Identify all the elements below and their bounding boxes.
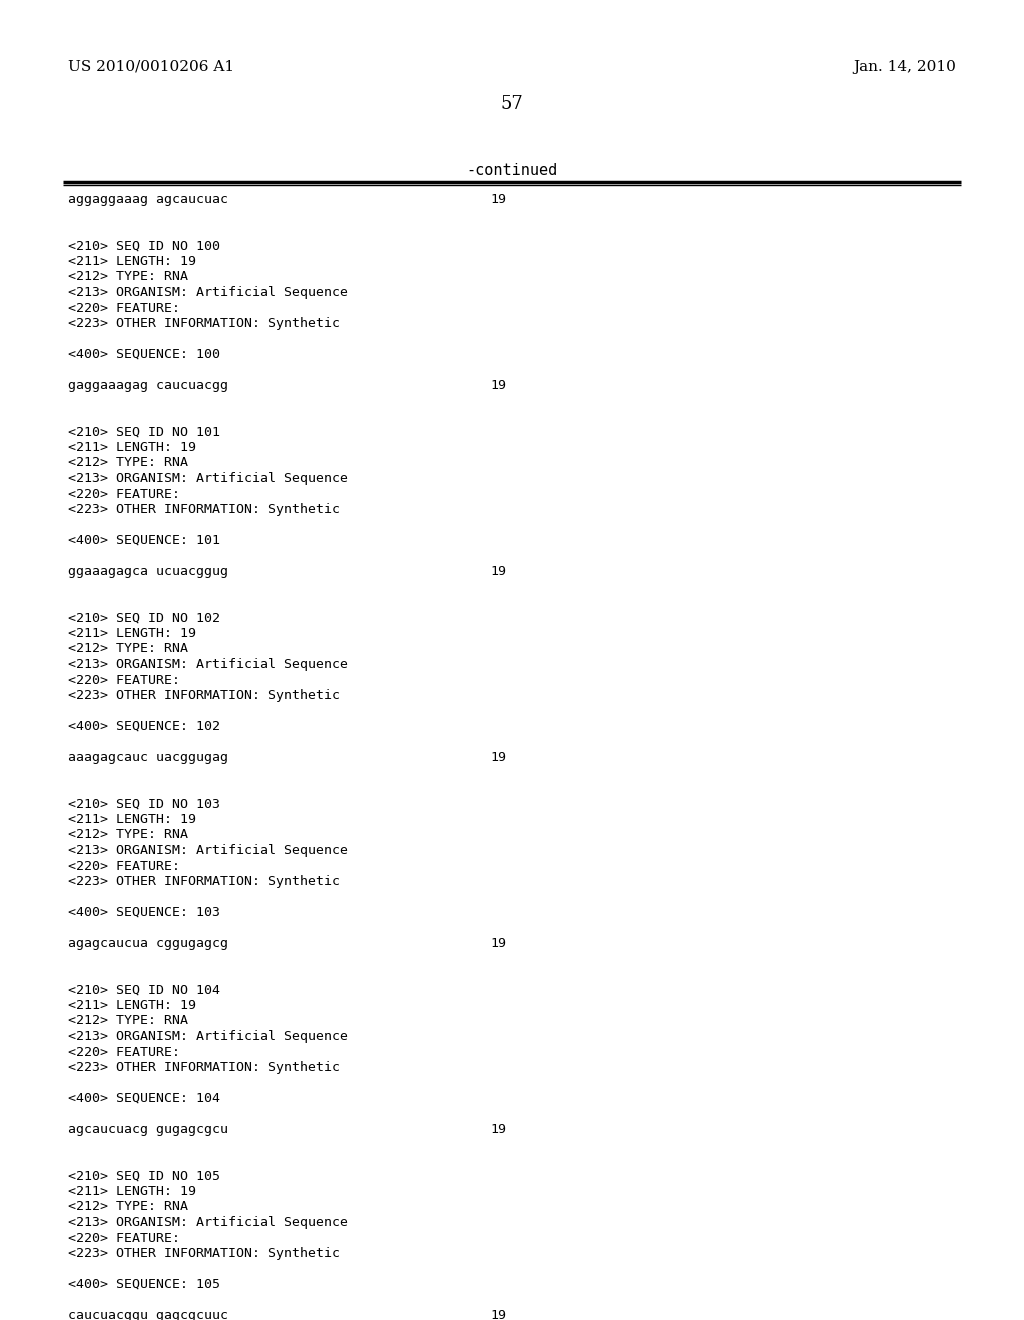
Text: <400> SEQUENCE: 103: <400> SEQUENCE: 103	[68, 906, 220, 919]
Text: 19: 19	[490, 193, 506, 206]
Text: <210> SEQ ID NO 101: <210> SEQ ID NO 101	[68, 425, 220, 438]
Text: <212> TYPE: RNA: <212> TYPE: RNA	[68, 829, 188, 842]
Text: <212> TYPE: RNA: <212> TYPE: RNA	[68, 457, 188, 470]
Text: <220> FEATURE:: <220> FEATURE:	[68, 673, 180, 686]
Text: <212> TYPE: RNA: <212> TYPE: RNA	[68, 643, 188, 656]
Text: <211> LENGTH: 19: <211> LENGTH: 19	[68, 441, 196, 454]
Text: <223> OTHER INFORMATION: Synthetic: <223> OTHER INFORMATION: Synthetic	[68, 689, 340, 702]
Text: <220> FEATURE:: <220> FEATURE:	[68, 1045, 180, 1059]
Text: <211> LENGTH: 19: <211> LENGTH: 19	[68, 627, 196, 640]
Text: <212> TYPE: RNA: <212> TYPE: RNA	[68, 1200, 188, 1213]
Text: <211> LENGTH: 19: <211> LENGTH: 19	[68, 1185, 196, 1199]
Text: 19: 19	[490, 1123, 506, 1137]
Text: <210> SEQ ID NO 100: <210> SEQ ID NO 100	[68, 239, 220, 252]
Text: aggaggaaag agcaucuac: aggaggaaag agcaucuac	[68, 193, 228, 206]
Text: <400> SEQUENCE: 100: <400> SEQUENCE: 100	[68, 348, 220, 360]
Text: <400> SEQUENCE: 105: <400> SEQUENCE: 105	[68, 1278, 220, 1291]
Text: <210> SEQ ID NO 102: <210> SEQ ID NO 102	[68, 611, 220, 624]
Text: <220> FEATURE:: <220> FEATURE:	[68, 487, 180, 500]
Text: <400> SEQUENCE: 102: <400> SEQUENCE: 102	[68, 719, 220, 733]
Text: agcaucuacg gugagcgcu: agcaucuacg gugagcgcu	[68, 1123, 228, 1137]
Text: <220> FEATURE:: <220> FEATURE:	[68, 301, 180, 314]
Text: <211> LENGTH: 19: <211> LENGTH: 19	[68, 999, 196, 1012]
Text: <211> LENGTH: 19: <211> LENGTH: 19	[68, 255, 196, 268]
Text: <223> OTHER INFORMATION: Synthetic: <223> OTHER INFORMATION: Synthetic	[68, 875, 340, 888]
Text: 57: 57	[501, 95, 523, 114]
Text: <223> OTHER INFORMATION: Synthetic: <223> OTHER INFORMATION: Synthetic	[68, 317, 340, 330]
Text: 19: 19	[490, 937, 506, 950]
Text: <213> ORGANISM: Artificial Sequence: <213> ORGANISM: Artificial Sequence	[68, 473, 348, 484]
Text: <210> SEQ ID NO 104: <210> SEQ ID NO 104	[68, 983, 220, 997]
Text: 19: 19	[490, 751, 506, 764]
Text: <223> OTHER INFORMATION: Synthetic: <223> OTHER INFORMATION: Synthetic	[68, 1061, 340, 1074]
Text: <220> FEATURE:: <220> FEATURE:	[68, 859, 180, 873]
Text: aaagagcauc uacggugag: aaagagcauc uacggugag	[68, 751, 228, 764]
Text: <213> ORGANISM: Artificial Sequence: <213> ORGANISM: Artificial Sequence	[68, 286, 348, 300]
Text: <223> OTHER INFORMATION: Synthetic: <223> OTHER INFORMATION: Synthetic	[68, 1247, 340, 1261]
Text: <220> FEATURE:: <220> FEATURE:	[68, 1232, 180, 1245]
Text: <213> ORGANISM: Artificial Sequence: <213> ORGANISM: Artificial Sequence	[68, 1216, 348, 1229]
Text: <210> SEQ ID NO 105: <210> SEQ ID NO 105	[68, 1170, 220, 1183]
Text: <212> TYPE: RNA: <212> TYPE: RNA	[68, 1015, 188, 1027]
Text: 19: 19	[490, 565, 506, 578]
Text: <400> SEQUENCE: 101: <400> SEQUENCE: 101	[68, 535, 220, 546]
Text: <213> ORGANISM: Artificial Sequence: <213> ORGANISM: Artificial Sequence	[68, 657, 348, 671]
Text: Jan. 14, 2010: Jan. 14, 2010	[853, 59, 956, 74]
Text: <213> ORGANISM: Artificial Sequence: <213> ORGANISM: Artificial Sequence	[68, 843, 348, 857]
Text: agagcaucua cggugagcg: agagcaucua cggugagcg	[68, 937, 228, 950]
Text: <211> LENGTH: 19: <211> LENGTH: 19	[68, 813, 196, 826]
Text: <212> TYPE: RNA: <212> TYPE: RNA	[68, 271, 188, 284]
Text: -continued: -continued	[466, 162, 558, 178]
Text: 19: 19	[490, 1309, 506, 1320]
Text: <223> OTHER INFORMATION: Synthetic: <223> OTHER INFORMATION: Synthetic	[68, 503, 340, 516]
Text: <400> SEQUENCE: 104: <400> SEQUENCE: 104	[68, 1092, 220, 1105]
Text: 19: 19	[490, 379, 506, 392]
Text: ggaaagagca ucuacggug: ggaaagagca ucuacggug	[68, 565, 228, 578]
Text: caucuacggu gagcgcuuc: caucuacggu gagcgcuuc	[68, 1309, 228, 1320]
Text: US 2010/0010206 A1: US 2010/0010206 A1	[68, 59, 234, 74]
Text: <213> ORGANISM: Artificial Sequence: <213> ORGANISM: Artificial Sequence	[68, 1030, 348, 1043]
Text: gaggaaagag caucuacgg: gaggaaagag caucuacgg	[68, 379, 228, 392]
Text: <210> SEQ ID NO 103: <210> SEQ ID NO 103	[68, 797, 220, 810]
